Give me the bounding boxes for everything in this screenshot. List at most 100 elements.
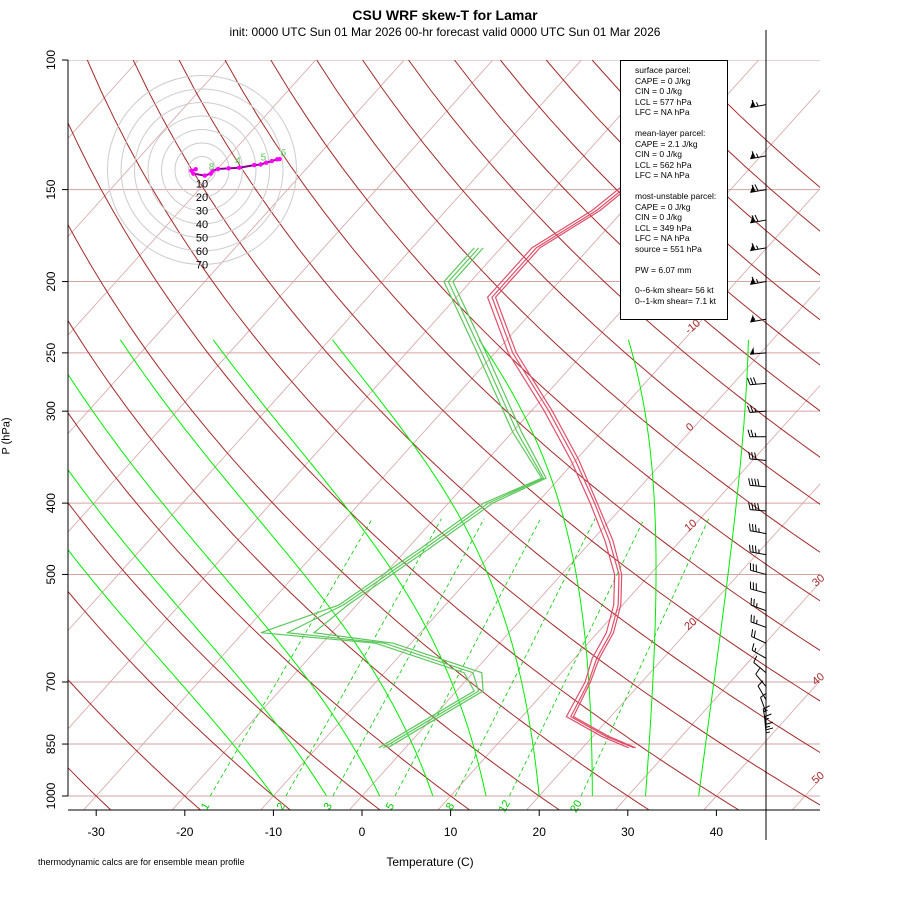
wind-barb (746, 405, 767, 414)
wind-barb-staff (757, 685, 767, 701)
wind-barb-feather (765, 727, 774, 731)
wind-barb-feather (754, 452, 757, 460)
dry-adiabat (86, 60, 820, 806)
wind-barb-feather (748, 502, 751, 510)
wind-barb-feather (751, 452, 754, 460)
mixing-ratio-line (454, 518, 596, 797)
surface-parcel-header: surface parcel: (635, 65, 691, 75)
wind-barb-feather (749, 377, 754, 385)
wind-barb-flag (750, 346, 755, 355)
hodograph-ring-label: 10 (196, 179, 208, 191)
wind-barb-feather (751, 243, 756, 251)
wind-barb-half-feather (758, 549, 760, 554)
ml-parcel-header: mean-layer parcel: (635, 127, 706, 138)
dewpoint-profile (285, 247, 545, 749)
isotherm-label: 50 (810, 770, 827, 787)
wind-barb-feather (751, 524, 754, 532)
hodograph-ring-label: 60 (196, 246, 208, 258)
hodograph-ring (107, 75, 297, 265)
dry-adiabat (68, 678, 202, 810)
shear-0-1km: 0--1-km shear= 7.1 kt (635, 295, 717, 306)
wind-barb-staff (760, 697, 767, 713)
mu-cin: CIN = 0 J/kg (635, 212, 683, 223)
surface-cin: CIN = 0 J/kg (635, 86, 683, 97)
hodograph-ring (134, 102, 270, 238)
dry-adiabat (499, 60, 820, 366)
dewpoint-profile (312, 247, 547, 749)
wind-barb-feather (751, 184, 756, 192)
surface-lcl: LCL = 577 hPa (635, 96, 692, 107)
y-tick-label: 1000 (44, 782, 58, 809)
isotherm (68, 60, 317, 336)
dewpoint-profile (260, 247, 543, 749)
wind-barb-feather (755, 583, 757, 591)
wind-barb-half-feather (756, 619, 758, 624)
mixing-ratio-label: 2 (275, 801, 288, 812)
temperature-profile (486, 104, 715, 749)
wind-barb-feather (748, 451, 751, 460)
wind-barb-feather (751, 276, 756, 284)
wind-barb-feather (753, 655, 758, 663)
hodograph-point (193, 166, 198, 172)
dry-adiabat (270, 60, 820, 602)
wind-barb (751, 643, 767, 659)
hodograph-point (258, 162, 263, 167)
wind-barb-staff (750, 352, 767, 355)
wind-barb (750, 99, 767, 108)
isotherm (68, 60, 139, 139)
wind-barb-feather (755, 564, 757, 572)
isotherm-label: 10 (682, 517, 699, 534)
hodograph-ring-label: 20 (196, 192, 208, 204)
hodograph-point (237, 165, 242, 170)
wind-barb (747, 429, 766, 438)
hodograph-point (191, 171, 196, 176)
hodograph-point (215, 166, 221, 172)
mixing-ratio-line (509, 518, 645, 797)
wind-barb-feather (749, 581, 752, 589)
isotherm (437, 384, 820, 810)
hodograph-label: 5 (261, 152, 267, 163)
precipitable-water: PW = 6.07 mm (635, 264, 692, 275)
wind-barb-staff (750, 569, 767, 575)
dry-adiabat (408, 60, 820, 458)
wind-barb-feather (751, 478, 754, 486)
wind-barb (750, 614, 767, 628)
x-axis-label: Temperature (C) (386, 855, 474, 869)
x-tick-label: 20 (533, 825, 547, 839)
wind-barb-feather (752, 563, 754, 572)
wind-barb-staff (750, 530, 767, 535)
wind-barb-feather (746, 377, 751, 385)
surface-cape: CAPE = 0 J/kg (635, 75, 691, 86)
wind-barb-feather (751, 151, 756, 159)
wind-barb-feather (748, 523, 751, 531)
isotherm (68, 60, 228, 238)
wind-barb-half-feather (755, 278, 759, 284)
isotherm (68, 60, 671, 730)
wind-barb (751, 629, 767, 644)
dry-adiabat (68, 412, 471, 810)
wind-barb-half-feather (754, 647, 757, 652)
wind-barb-feather (750, 429, 754, 437)
isotherm (526, 483, 820, 810)
x-tick-label: 40 (710, 825, 724, 839)
x-tick-label: -20 (176, 825, 194, 839)
wind-barb-staff (750, 318, 767, 323)
temperature-profile (494, 104, 723, 749)
wind-barb (750, 243, 767, 252)
surface-lfc: LFC = NA hPa (635, 107, 690, 118)
wind-barb-feather (754, 184, 759, 192)
wind-barb-feather (760, 692, 767, 698)
wind-barb (750, 346, 767, 355)
wind-barb-half-feather (755, 245, 759, 250)
isotherm-label: -10 (683, 317, 703, 336)
shear-0-6km: 0--6-km shear= 56 kt (635, 285, 714, 296)
wind-barb-feather (757, 503, 760, 511)
x-tick-label: -10 (265, 825, 283, 839)
wind-barb-half-feather (754, 407, 757, 413)
parcel-info-box: surface parcel: CAPE = 0 J/kg CIN = 0 J/… (620, 60, 728, 320)
wind-barb-feather (753, 598, 755, 607)
wind-barb-feather (750, 597, 752, 606)
wind-barb-half-feather (755, 153, 759, 158)
wind-barb-half-feather (758, 528, 760, 533)
